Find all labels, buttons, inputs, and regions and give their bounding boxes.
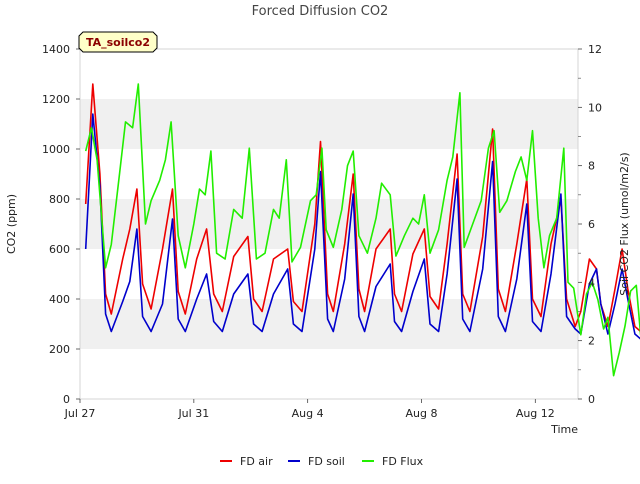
y-left-tick-label: 400 bbox=[49, 293, 70, 306]
x-tick-label: Aug 12 bbox=[516, 407, 555, 420]
series-lines bbox=[84, 83, 640, 377]
x-axis-label: Time bbox=[550, 423, 578, 436]
y-left-tick-label: 200 bbox=[49, 343, 70, 356]
y-left-tick-label: 1400 bbox=[42, 43, 70, 56]
axis-ticks: 0 200 400 600 800 1000 1200 1400 0 2 4 6 8 10 12 Jul 27… bbox=[42, 43, 602, 420]
y-left-tick-label: 1200 bbox=[42, 93, 70, 106]
x-tick-label: Jul 31 bbox=[177, 407, 209, 420]
legend-label-2: FD Flux bbox=[382, 455, 424, 468]
chart-title: Forced Diffusion CO2 bbox=[252, 4, 389, 19]
band-2 bbox=[80, 99, 578, 149]
y-right-tick-label: 12 bbox=[588, 43, 602, 56]
legend-label-0: FD air bbox=[240, 455, 273, 468]
y-axis-right-label: Soil CO2 Flux (umol/m2/s) bbox=[618, 152, 631, 295]
y-right-tick-label: 2 bbox=[588, 335, 595, 348]
legend-label-1: FD soil bbox=[308, 455, 345, 468]
y-left-tick-label: 800 bbox=[49, 193, 70, 206]
site-label: TA_soilco2 bbox=[86, 36, 150, 49]
y-right-tick-label: 4 bbox=[588, 276, 595, 289]
y-right-tick-label: 6 bbox=[588, 218, 595, 231]
x-tick-label: Jul 27 bbox=[64, 407, 96, 420]
background-bands bbox=[80, 99, 578, 349]
x-tick-label: Aug 4 bbox=[292, 407, 324, 420]
y-axis-left-label: CO2 (ppm) bbox=[5, 194, 18, 254]
site-label-background bbox=[78, 31, 158, 53]
series-line-fd-soil bbox=[84, 113, 640, 340]
y-right-tick-label: 8 bbox=[588, 160, 595, 173]
y-left-tick-label: 1000 bbox=[42, 143, 70, 156]
site-label-box: TA_soilco2 bbox=[78, 31, 158, 53]
x-tick-label: Aug 8 bbox=[405, 407, 437, 420]
y-right-tick-label: 0 bbox=[588, 393, 595, 406]
y-left-tick-label: 600 bbox=[49, 243, 70, 256]
legend: FD air FD soil FD Flux bbox=[220, 455, 424, 468]
y-left-tick-label: 0 bbox=[63, 393, 70, 406]
series-line-fd-flux bbox=[84, 83, 640, 377]
y-right-tick-label: 10 bbox=[588, 101, 602, 114]
band-0 bbox=[80, 299, 578, 349]
